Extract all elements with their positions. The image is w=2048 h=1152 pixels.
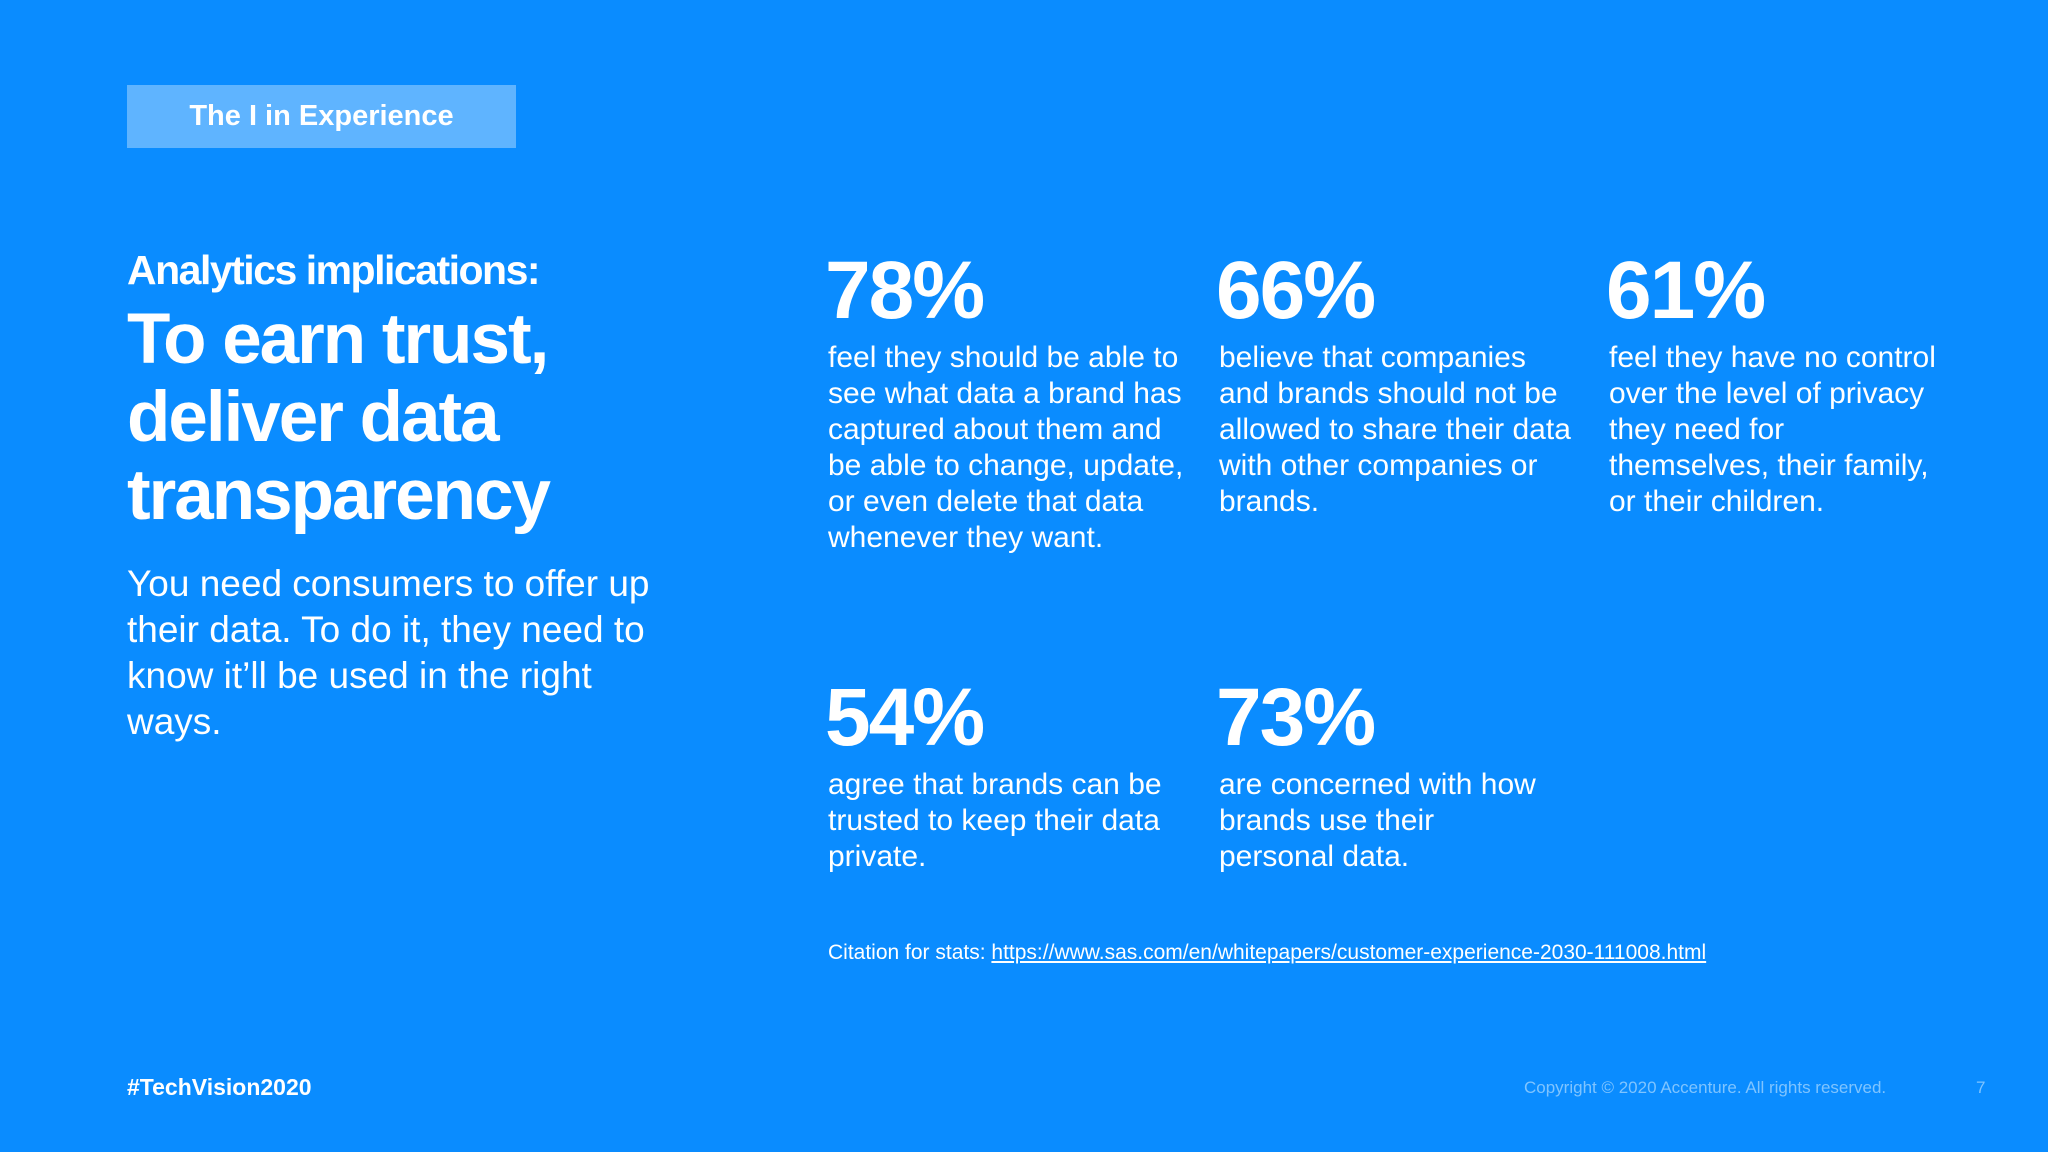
- stat-description: feel they have no control over the level…: [1609, 341, 1936, 518]
- stat-description: are concerned with how brands use their …: [1219, 768, 1536, 873]
- stat-block: 61% feel they have no control over the l…: [1606, 250, 1946, 520]
- stat-value: 61%: [1606, 245, 1766, 336]
- stat-value: 66%: [1216, 245, 1376, 336]
- stat-block: 73% are concerned with how brands use th…: [1216, 677, 1556, 875]
- stat-block: 54% agree that brands can be trusted to …: [825, 677, 1185, 875]
- citation: Citation for stats: https://www.sas.com/…: [828, 939, 1706, 967]
- hashtag: #TechVision2020: [127, 1074, 312, 1100]
- stat-description: agree that brands can be trusted to keep…: [828, 768, 1162, 873]
- stat-block: 78% feel they should be able to see what…: [825, 250, 1185, 556]
- stat-value: 78%: [825, 245, 985, 336]
- page-title: To earn trust, deliver data transparency: [127, 300, 551, 535]
- kicker-text: Analytics implications:: [127, 247, 541, 293]
- section-tag: The I in Experience: [127, 85, 516, 148]
- intro-column: Analytics implications: To earn trust, d…: [127, 245, 687, 745]
- citation-label: Citation for stats:: [828, 941, 992, 964]
- intro-paragraph: You need consumers to offer up their dat…: [127, 563, 650, 742]
- citation-link[interactable]: https://www.sas.com/en/whitepapers/custo…: [991, 941, 1707, 964]
- stat-description: believe that companies and brands should…: [1219, 341, 1571, 518]
- stat-value: 54%: [825, 672, 985, 763]
- copyright-notice: Copyright © 2020 Accenture. All rights r…: [1524, 1078, 1887, 1097]
- stat-value: 73%: [1216, 672, 1376, 763]
- page-number: 7: [1976, 1078, 1986, 1097]
- stat-block: 66% believe that companies and brands sh…: [1216, 250, 1576, 520]
- stat-description: feel they should be able to see what dat…: [828, 341, 1184, 554]
